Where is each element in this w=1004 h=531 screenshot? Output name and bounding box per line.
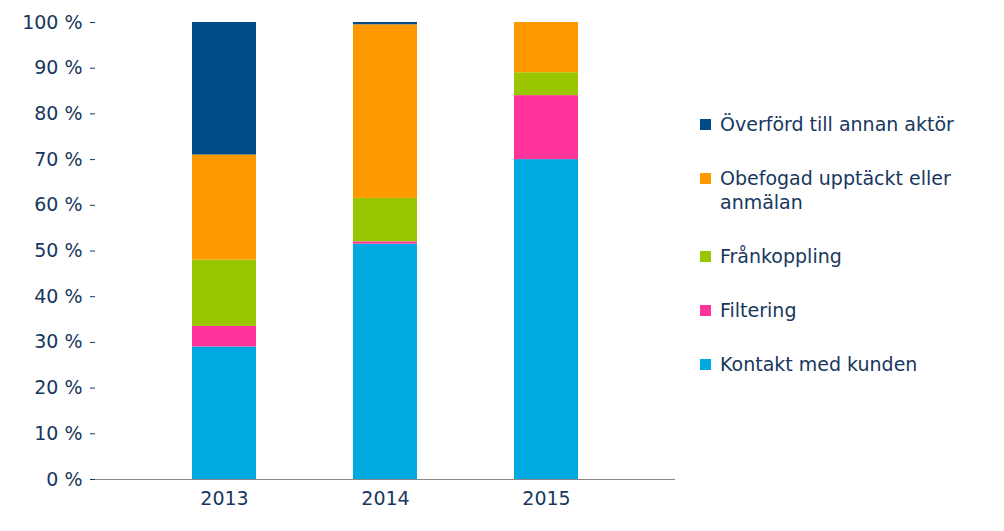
svg-text:60 %: 60 %	[34, 193, 82, 215]
svg-text:2013: 2013	[200, 487, 248, 509]
html-text:Kontakt med kunden: Kontakt med kunden	[720, 353, 918, 375]
svg-text:2015: 2015	[522, 487, 570, 509]
html-text:Överförd till annan aktör: Överförd till annan aktör	[720, 113, 954, 135]
html-text:Frånkoppling: Frånkoppling	[720, 245, 842, 267]
svg-text:30 %: 30 %	[34, 330, 82, 352]
svg-text:50 %: 50 %	[34, 239, 82, 261]
html-text:Filtering: Filtering	[720, 299, 797, 321]
svg-text:10 %: 10 %	[34, 422, 82, 444]
svg-text:70 %: 70 %	[34, 148, 82, 170]
svg-text:20 %: 20 %	[34, 376, 82, 398]
svg-text:40 %: 40 %	[34, 285, 82, 307]
svg-text:90 %: 90 %	[34, 56, 82, 78]
svg-text:2014: 2014	[361, 487, 409, 509]
html-text:Obefogad upptäckt eller anmäla: Obefogad upptäckt eller anmälan	[720, 167, 951, 213]
svg-text:0 %: 0 %	[46, 468, 82, 490]
svg-text:80 %: 80 %	[34, 102, 82, 124]
svg-text:100 %: 100 %	[22, 11, 82, 33]
